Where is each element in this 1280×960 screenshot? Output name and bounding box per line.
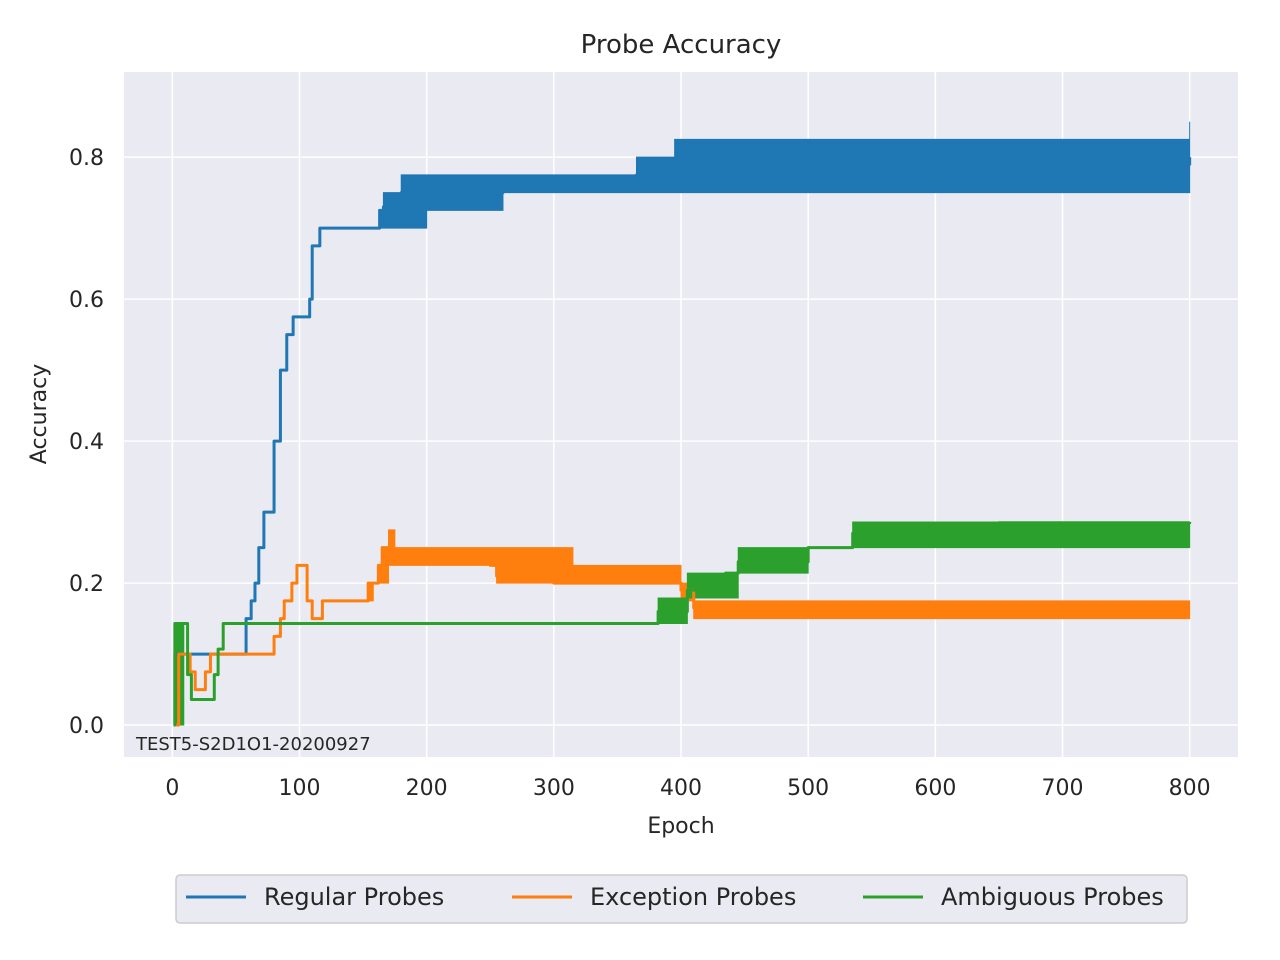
series-line-1 [173,546,1190,727]
x-tick-label: 200 [406,776,448,801]
series-lines [173,157,1192,727]
legend: Regular Probes Exception Probes Ambiguou… [175,874,1188,924]
legend-label-regular: Regular Probes [264,883,444,911]
x-tick-label: 300 [533,776,575,801]
y-tick-label: 0.8 [69,146,104,171]
x-tick-label: 700 [1042,776,1084,801]
legend-box [175,874,1188,924]
y-tick-label: 0.2 [69,572,104,597]
x-axis-label: Epoch [647,814,714,839]
y-tick-label: 0.0 [69,714,104,739]
run-id-annotation: TEST5-S2D1O1-20200927 [135,734,371,755]
y-tick-labels: 0.0 0.2 0.4 0.6 0.8 [69,146,104,739]
chart-title: Probe Accuracy [581,30,782,60]
x-tick-label: 100 [278,776,320,801]
series-line-2 [173,521,1192,727]
x-tick-label: 800 [1169,776,1211,801]
y-tick-label: 0.4 [69,430,104,455]
legend-label-ambiguous: Ambiguous Probes [941,883,1164,911]
series-line-0 [173,157,1192,727]
x-tick-label: 0 [165,776,179,801]
y-axis-label: Accuracy [27,364,52,464]
x-tick-label: 400 [660,776,702,801]
y-tick-label: 0.6 [69,288,104,313]
x-tick-label: 600 [914,776,956,801]
legend-label-exception: Exception Probes [590,883,796,911]
x-tick-labels: 0 100 200 300 400 500 600 700 800 [165,776,1210,801]
x-tick-label: 500 [787,776,829,801]
